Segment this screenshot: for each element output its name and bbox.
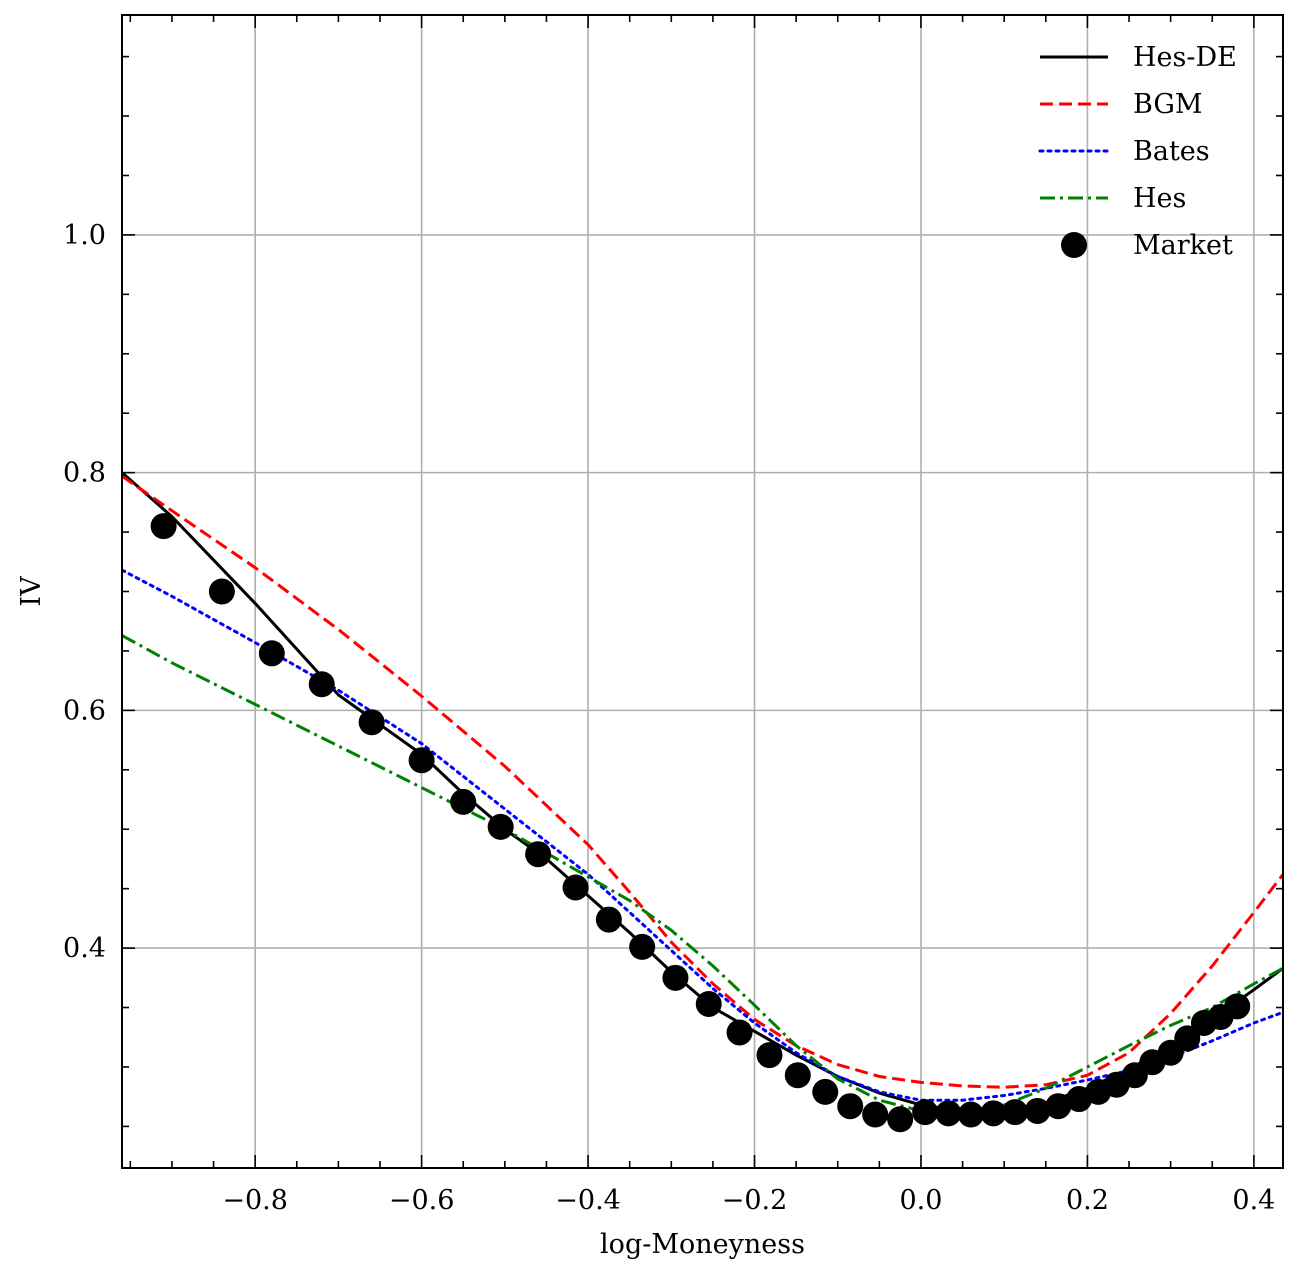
market-point	[1174, 1025, 1201, 1052]
market-point	[629, 933, 656, 960]
market-point	[862, 1101, 889, 1128]
y-tick-label: 1.0	[63, 220, 106, 251]
market-point	[308, 671, 335, 698]
market-point	[837, 1093, 864, 1120]
legend-label: Market	[1133, 230, 1233, 261]
y-tick-label: 0.4	[63, 933, 106, 964]
market-point	[358, 709, 385, 736]
market-point	[562, 874, 589, 901]
market-point	[258, 640, 285, 667]
plot-frame	[121, 14, 1284, 1169]
market-point	[980, 1100, 1007, 1127]
y-tick-label: 0.6	[63, 695, 106, 726]
market-point	[695, 990, 722, 1017]
market-point	[1002, 1099, 1029, 1126]
market-point	[1024, 1097, 1051, 1124]
market-point	[784, 1062, 811, 1089]
ticks	[122, 15, 1283, 1168]
legend-label: Bates	[1133, 136, 1210, 167]
market-point	[408, 747, 435, 774]
market-point	[595, 906, 622, 933]
legend-swatch	[1061, 232, 1087, 258]
x-tick-label: −0.2	[722, 1185, 788, 1216]
series-line-hes	[122, 634, 1283, 1114]
market-point	[957, 1101, 984, 1128]
x-tick-label: −0.4	[555, 1185, 621, 1216]
y-axis-label: IV	[16, 576, 47, 607]
market-point	[525, 841, 552, 868]
market-point	[935, 1100, 962, 1127]
market-point	[1045, 1093, 1072, 1120]
market-point	[756, 1042, 783, 1069]
plot-area	[122, 471, 1283, 1133]
tick-labels: −0.8 −0.6 −0.4 −0.2 0.0 0.2 0.4 0.4 0.6 0.8 1.0	[63, 220, 1275, 1216]
market-point	[450, 788, 477, 815]
legend-label: Hes	[1133, 183, 1186, 214]
market-point	[726, 1019, 753, 1046]
legend-label: Hes-DE	[1133, 42, 1237, 73]
x-tick-label: −0.6	[389, 1185, 455, 1216]
x-tick-label: 0.0	[899, 1185, 942, 1216]
market-point	[887, 1106, 914, 1133]
market-point	[150, 513, 177, 540]
x-axis-label: log-Moneyness	[600, 1229, 805, 1260]
market-point	[487, 813, 514, 840]
market-point	[912, 1099, 939, 1126]
y-tick-label: 0.8	[63, 458, 106, 489]
series-line-bgm	[122, 474, 1283, 1089]
x-tick-label: −0.8	[222, 1185, 288, 1216]
grid	[122, 15, 1283, 1168]
market-point	[208, 578, 235, 605]
x-tick-label: 0.4	[1232, 1185, 1275, 1216]
x-tick-label: 0.2	[1066, 1185, 1109, 1216]
legend: Hes-DE BGM Bates Hes Market	[1038, 42, 1237, 261]
market-point	[1224, 993, 1251, 1020]
market-point	[812, 1078, 839, 1105]
legend-label: BGM	[1133, 89, 1203, 120]
market-point	[662, 964, 689, 991]
